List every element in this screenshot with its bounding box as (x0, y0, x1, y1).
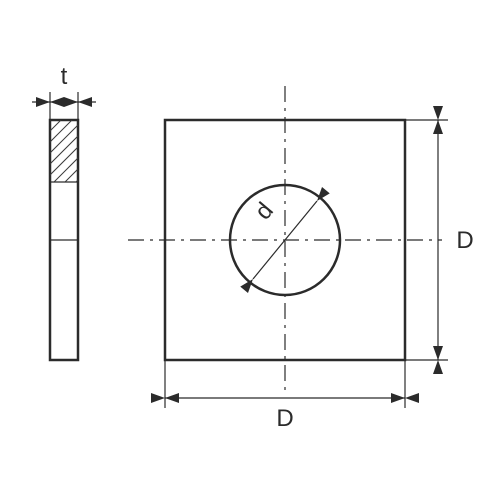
label-thickness: t (61, 63, 68, 90)
label-hole-diameter: d (250, 197, 279, 225)
square-washer-drawing: t d D D (0, 0, 500, 500)
label-outer-height: D (456, 227, 473, 254)
side-view (0, 92, 500, 360)
label-outer-width: D (276, 405, 293, 432)
front-view (128, 86, 442, 394)
